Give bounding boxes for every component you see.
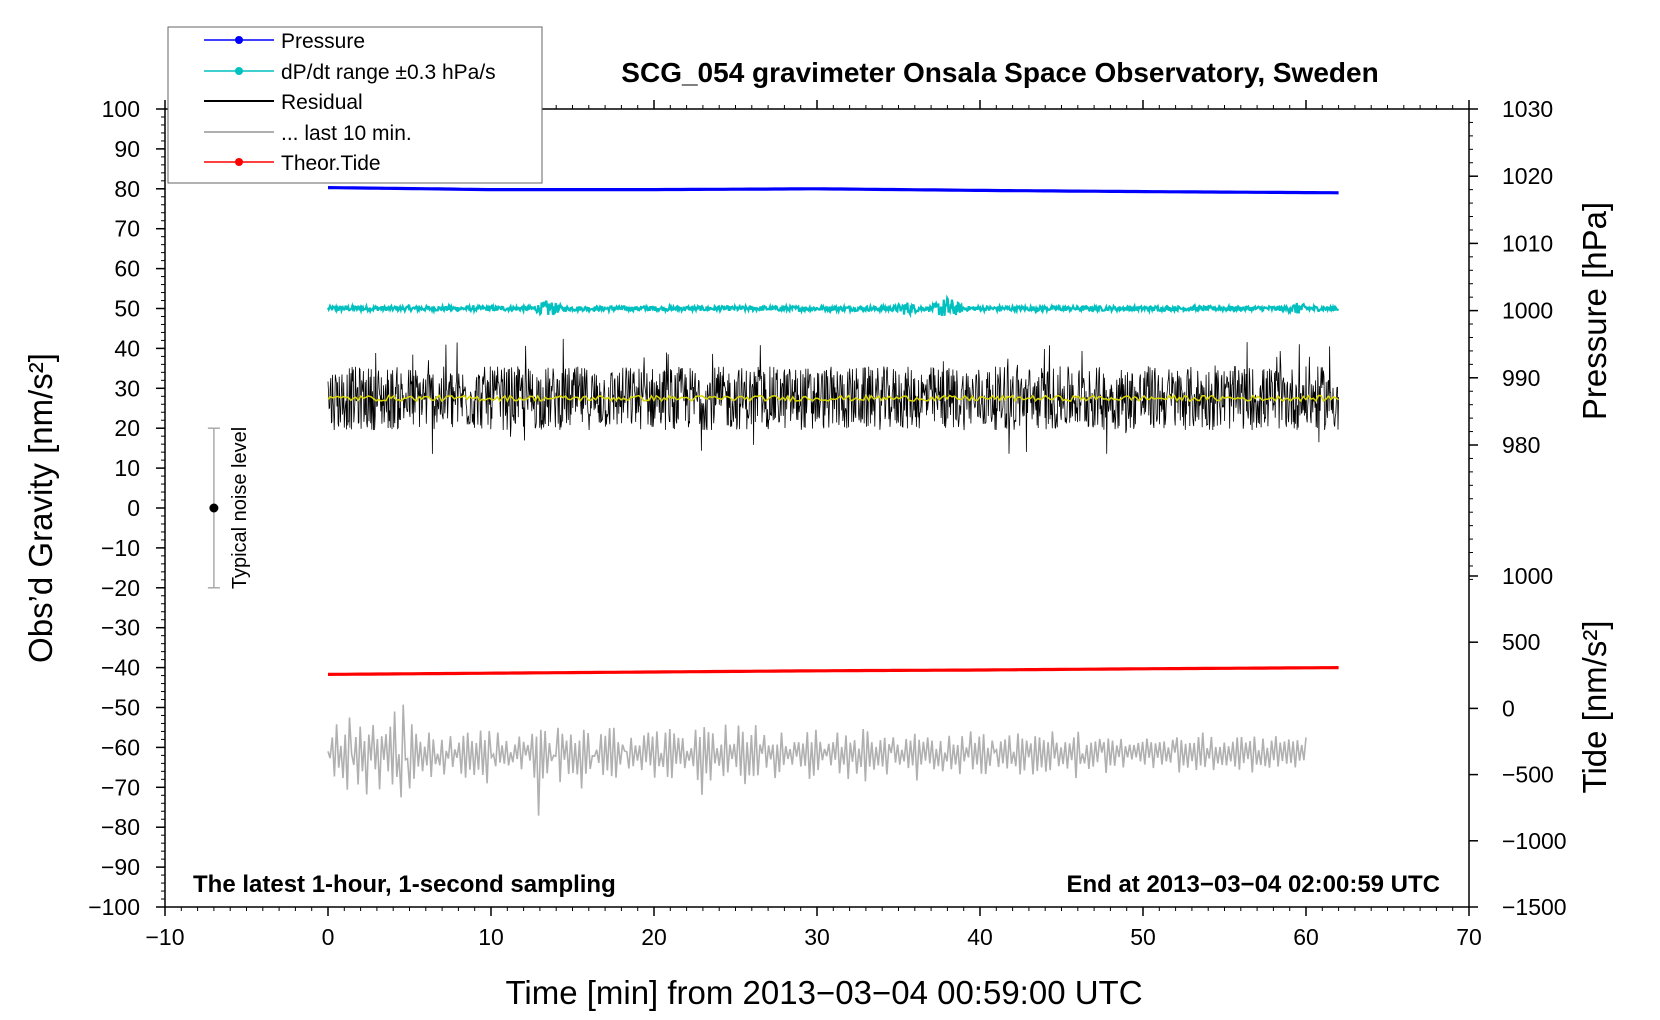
pressure-tick-label: 1000 bbox=[1502, 298, 1553, 324]
pressure-tick-label: 990 bbox=[1502, 365, 1540, 391]
y-left-tick-label: 70 bbox=[114, 216, 140, 242]
y-left-tick-label: 10 bbox=[114, 455, 140, 481]
x-tick-label: 40 bbox=[967, 924, 993, 950]
x-tick-label: 20 bbox=[641, 924, 667, 950]
annotation-end-time: End at 2013−03−04 02:00:59 UTC bbox=[1066, 871, 1440, 898]
x-tick-label: 70 bbox=[1456, 924, 1482, 950]
residual-smoothed-line bbox=[327, 394, 1340, 403]
x-tick-label: 0 bbox=[322, 924, 335, 950]
legend-marker-tide bbox=[235, 158, 243, 166]
tide-tick-label: −500 bbox=[1502, 762, 1554, 788]
legend-box bbox=[167, 26, 543, 184]
y-left-tick-label: 100 bbox=[102, 96, 140, 122]
y-axis-label-tide: Tide [nm/s²] bbox=[1576, 621, 1613, 794]
legend-label-last10: ... last 10 min. bbox=[281, 122, 412, 145]
y-axis-label-gravity: Obs’d Gravity [nm/s²] bbox=[22, 353, 59, 663]
y-left-tick-label: 30 bbox=[114, 375, 140, 401]
legend-marker-pressure bbox=[235, 36, 243, 44]
x-axis-label: Time [min] from 2013−03−04 00:59:00 UTC bbox=[505, 974, 1142, 1011]
axis-ticks-group: −10 0 10 20 30 40 50 60 701009080706050403020100… bbox=[88, 96, 1566, 950]
legend-entry-tide: Theor.Tide bbox=[204, 152, 381, 175]
pressure-tick-label: 1030 bbox=[1502, 96, 1553, 122]
annotation-sampling: The latest 1-hour, 1-second sampling bbox=[193, 871, 616, 898]
pressure-tick-label: 1010 bbox=[1502, 230, 1553, 256]
pressure-tick-label: 1020 bbox=[1502, 163, 1553, 189]
tide-tick-label: 500 bbox=[1502, 629, 1540, 655]
y-left-tick-label: −80 bbox=[101, 814, 140, 840]
last-10-min-series-line bbox=[327, 704, 1307, 816]
x-tick-label: 10 bbox=[478, 924, 504, 950]
legend-label-pressure: Pressure bbox=[281, 30, 365, 53]
y-left-tick-label: −90 bbox=[101, 854, 140, 880]
dpdt-series-line bbox=[326, 294, 1340, 319]
y-left-tick-label: −70 bbox=[101, 774, 140, 800]
legend-entry-residual: Residual bbox=[204, 91, 363, 114]
y-axis-label-pressure: Pressure [hPa] bbox=[1576, 202, 1613, 420]
y-left-tick-label: −100 bbox=[88, 894, 140, 920]
legend-label-residual: Residual bbox=[281, 91, 363, 114]
legend-marker-dpdt bbox=[235, 67, 243, 75]
chart-title: SCG_054 gravimeter Onsala Space Observat… bbox=[621, 57, 1378, 88]
y-left-tick-label: 60 bbox=[114, 256, 140, 282]
y-left-tick-label: −30 bbox=[101, 615, 140, 641]
tide-tick-label: 0 bbox=[1502, 695, 1515, 721]
residual-series-line bbox=[327, 338, 1339, 454]
y-left-tick-label: 90 bbox=[114, 136, 140, 162]
x-tick-label: 60 bbox=[1293, 924, 1319, 950]
y-left-tick-label: −60 bbox=[101, 734, 140, 760]
legend-entry-last10: ... last 10 min. bbox=[204, 122, 412, 145]
y-left-tick-label: −50 bbox=[101, 695, 140, 721]
plot-frame bbox=[164, 108, 1470, 908]
y-left-tick-label: −20 bbox=[101, 575, 140, 601]
y-left-tick-label: 20 bbox=[114, 415, 140, 441]
noise-level-indicator bbox=[207, 427, 220, 589]
x-tick-label: −10 bbox=[145, 924, 184, 950]
pressure-tick-label: 980 bbox=[1502, 432, 1540, 458]
tide-series-line bbox=[327, 666, 1339, 676]
y-left-tick-label: 40 bbox=[114, 335, 140, 361]
noise-bar-center bbox=[209, 503, 219, 513]
x-tick-label: 30 bbox=[804, 924, 830, 950]
legend-entry-dpdt: dP/dt range ±0.3 hPa/s bbox=[204, 61, 496, 84]
x-tick-label: 50 bbox=[1130, 924, 1156, 950]
tide-tick-label: −1000 bbox=[1502, 828, 1567, 854]
y-left-tick-label: −40 bbox=[101, 655, 140, 681]
legend-entry-pressure: Pressure bbox=[204, 30, 365, 53]
plot-series-group bbox=[326, 186, 1340, 816]
legend-label-dpdt: dP/dt range ±0.3 hPa/s bbox=[281, 61, 496, 84]
y-left-tick-label: 50 bbox=[114, 296, 140, 322]
legend-label-tide: Theor.Tide bbox=[281, 152, 381, 175]
noise-level-label: Typical noise level bbox=[229, 427, 251, 589]
tide-tick-label: 1000 bbox=[1502, 563, 1553, 589]
y-left-tick-label: −10 bbox=[101, 535, 140, 561]
pressure-series-line bbox=[327, 186, 1339, 195]
tide-tick-label: −1500 bbox=[1502, 894, 1567, 920]
y-left-tick-label: 80 bbox=[114, 176, 140, 202]
y-left-tick-label: 0 bbox=[127, 495, 140, 521]
legend: Pressure dP/dt range ±0.3 hPa/s Residual… bbox=[167, 26, 543, 184]
